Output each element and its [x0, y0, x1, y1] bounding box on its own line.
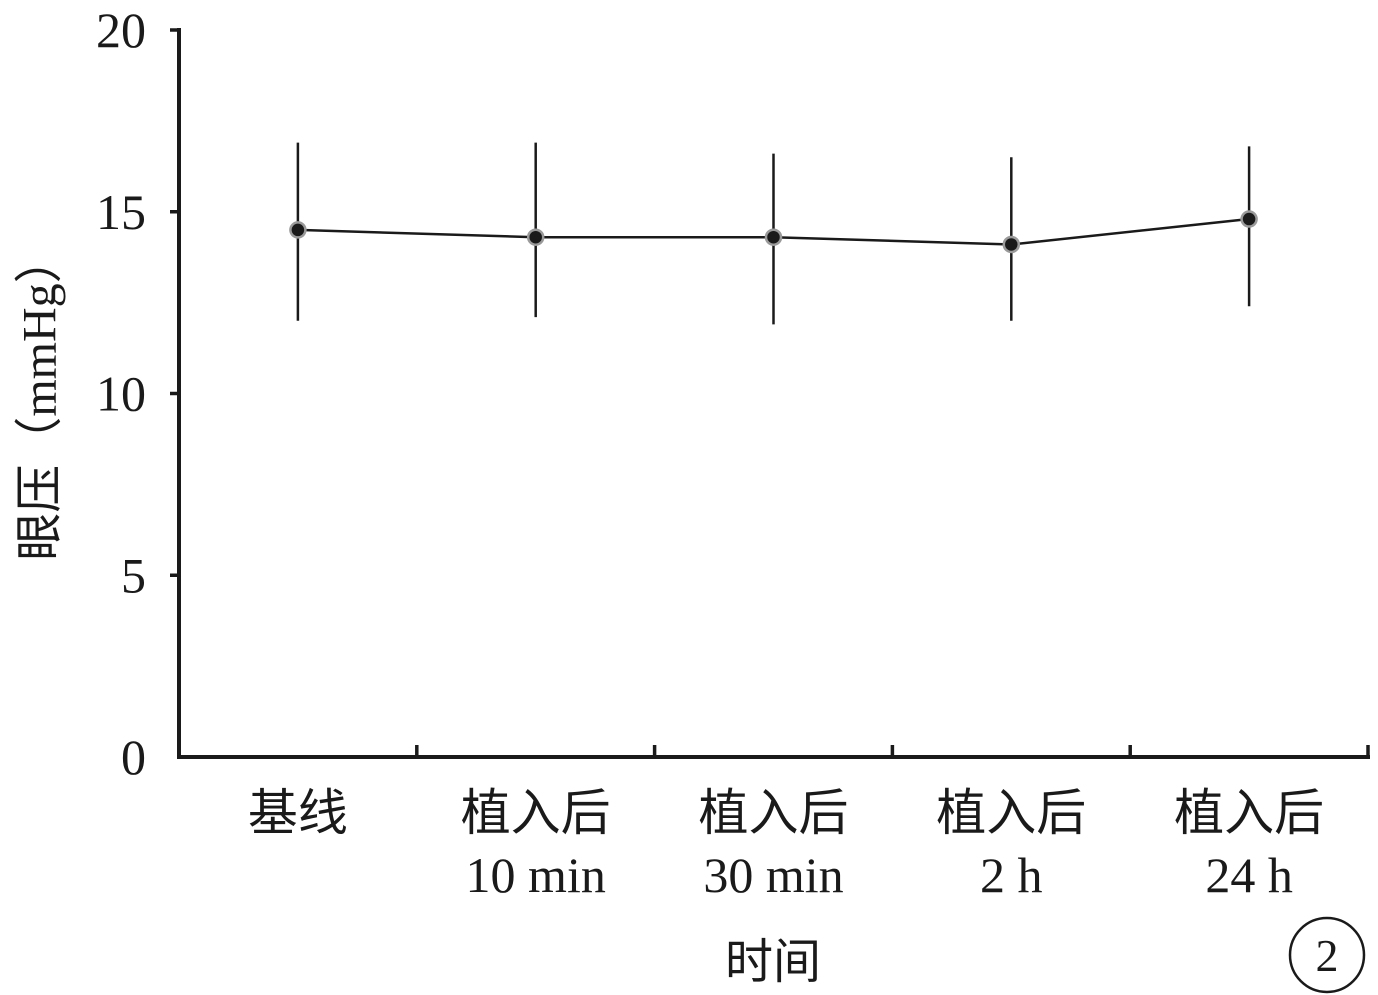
- data-points: [289, 210, 1258, 254]
- y-tick-label: 15: [96, 184, 146, 240]
- axes: [177, 28, 1370, 759]
- x-tick-label-line: 24 h: [1205, 847, 1293, 903]
- y-tick-label: 10: [96, 366, 146, 422]
- y-ticks: [170, 28, 179, 577]
- x-tick-label-line: 30 min: [703, 847, 843, 903]
- panel-label-circle: [1288, 916, 1366, 994]
- x-axis-label: 时间: [725, 936, 821, 989]
- x-tick-label-line: 植入后: [461, 785, 611, 841]
- y-axis-label: 眼压（mmHg）: [14, 235, 67, 560]
- y-tick-label: 5: [121, 547, 146, 603]
- x-tick-label: 植入后 24 h: [1174, 785, 1324, 903]
- data-point: [1002, 235, 1021, 254]
- panel-label: 2: [1288, 916, 1366, 994]
- x-tick-label: 基线: [248, 785, 348, 841]
- x-tick-label-line: 2 h: [980, 847, 1043, 903]
- x-tick-label: 植入后 2 h: [936, 785, 1086, 903]
- y-tick-label: 20: [96, 2, 146, 58]
- data-point: [526, 228, 545, 246]
- x-tick-label-line: 10 min: [466, 847, 606, 903]
- x-tick-labels: 基线 植入后 10 min 植入后 30 min 植入后 2 h 植入后 24 h: [248, 785, 1324, 903]
- x-tick-label: 植入后 10 min: [461, 785, 611, 903]
- x-tick-label-line: 基线: [248, 785, 348, 841]
- data-point: [289, 221, 307, 239]
- x-ticks: [415, 745, 1370, 757]
- x-tick-label-line: 植入后: [699, 785, 849, 841]
- data-point: [764, 228, 783, 246]
- x-tick-label-line: 植入后: [1174, 785, 1324, 841]
- data-point: [1240, 210, 1258, 228]
- x-tick-label-line: 植入后: [936, 785, 1086, 841]
- y-tick-label: 0: [121, 729, 146, 785]
- panel-label-text: 2: [1316, 930, 1339, 981]
- x-tick-label: 植入后 30 min: [699, 785, 849, 903]
- y-tick-labels: 0 5 10 15 20: [96, 2, 146, 785]
